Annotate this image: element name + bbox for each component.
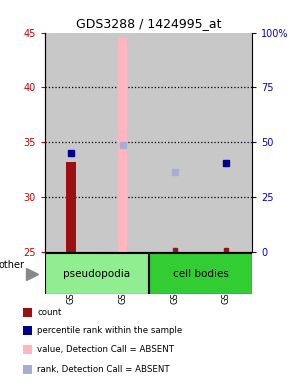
Bar: [23, 346, 32, 354]
Text: pseudopodia: pseudopodia: [63, 268, 130, 279]
Bar: [97, 33, 148, 252]
Text: cell bodies: cell bodies: [173, 268, 229, 279]
Title: GDS3288 / 1424995_at: GDS3288 / 1424995_at: [76, 17, 221, 30]
Text: other: other: [0, 260, 24, 270]
Text: rank, Detection Call = ABSENT: rank, Detection Call = ABSENT: [37, 365, 170, 374]
Text: value, Detection Call = ABSENT: value, Detection Call = ABSENT: [37, 345, 174, 354]
Text: count: count: [37, 308, 61, 317]
Text: percentile rank within the sample: percentile rank within the sample: [37, 326, 182, 335]
Bar: [66, 162, 75, 252]
Bar: [45, 253, 148, 294]
Bar: [97, 33, 148, 252]
Bar: [149, 253, 252, 294]
Bar: [23, 308, 32, 316]
Bar: [23, 326, 32, 335]
Bar: [200, 33, 252, 252]
Bar: [118, 38, 127, 252]
Bar: [23, 365, 32, 374]
Bar: [45, 33, 97, 252]
Bar: [148, 33, 200, 252]
Bar: [148, 33, 200, 252]
Bar: [45, 33, 97, 252]
Bar: [200, 33, 252, 252]
